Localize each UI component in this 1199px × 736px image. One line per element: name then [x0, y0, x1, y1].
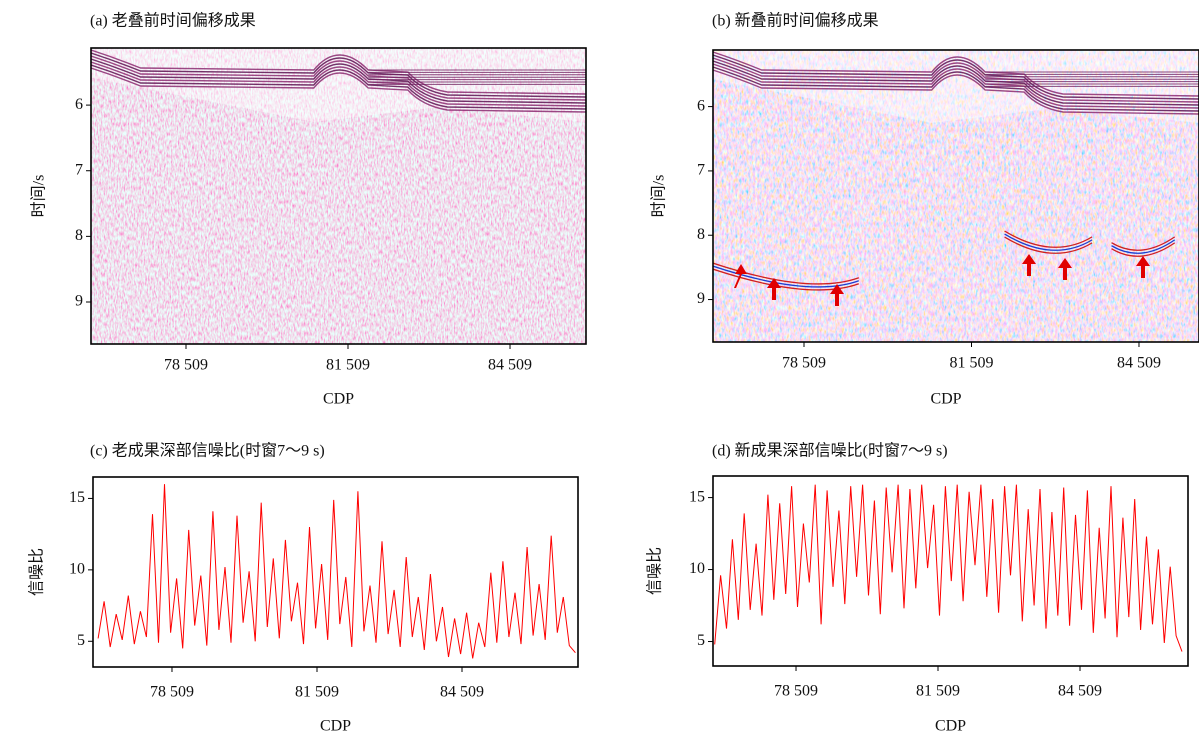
deep-reflector [713, 230, 1176, 285]
reflector [713, 66, 1199, 112]
reflector [91, 52, 586, 98]
reflector [91, 55, 586, 101]
seismic-texture [713, 50, 1199, 342]
y-axis-label: 时间/s [650, 175, 668, 218]
snr-line [714, 484, 1183, 652]
reflector [713, 69, 1199, 115]
reflector [91, 67, 586, 113]
x-tick-label: 78 509 [150, 684, 194, 701]
seismic-section [91, 48, 586, 344]
x-tick-label: 84 509 [440, 684, 484, 701]
x-tick-label: 78 509 [774, 683, 818, 700]
x-tick-label: 78 509 [164, 357, 208, 374]
reflector [713, 63, 1199, 109]
seismic-texture [91, 48, 586, 344]
y-tick-label: 10 [69, 561, 85, 578]
plot-frame [92, 476, 579, 668]
x-tick-label: 78 509 [782, 355, 826, 372]
reflector [91, 64, 586, 110]
x-tick-label: 81 509 [326, 357, 370, 374]
arrow [734, 264, 747, 288]
reflector [713, 60, 1199, 106]
y-axis-label: 时间/s [30, 175, 48, 218]
y-tick-label: 6 [697, 97, 705, 114]
deep-reflector [713, 236, 1176, 291]
reflector [91, 61, 586, 107]
reflector [713, 51, 1199, 97]
panel-title: (c) 老成果深部信噪比(时窗7～9 s) [90, 442, 325, 460]
x-axis-label: CDP [935, 718, 966, 735]
plot-frame [712, 49, 1199, 343]
plot-frame [90, 47, 587, 345]
panel-title: (d) 新成果深部信噪比(时窗7～9 s) [712, 442, 948, 460]
reflector [91, 49, 586, 95]
y-tick-label: 15 [689, 488, 705, 505]
x-tick-label: 84 509 [1058, 683, 1102, 700]
deep-reflector [713, 233, 1176, 288]
arrow [830, 284, 844, 306]
arrow [1136, 256, 1150, 278]
arrow [1058, 258, 1072, 280]
shallow-zone [91, 48, 586, 122]
y-tick-label: 10 [689, 560, 705, 577]
y-tick-label: 8 [697, 226, 705, 243]
x-axis-label: CDP [930, 391, 961, 408]
y-tick-label: 6 [75, 96, 83, 113]
x-tick-label: 84 509 [488, 357, 532, 374]
x-tick-label: 81 509 [295, 684, 339, 701]
x-tick-label: 81 509 [949, 355, 993, 372]
plot-frame [712, 475, 1189, 667]
y-tick-label: 15 [69, 489, 85, 506]
panel-title: (b) 新叠前时间偏移成果 [712, 12, 879, 30]
reflector [713, 57, 1199, 103]
arrow [1022, 254, 1036, 276]
x-tick-label: 84 509 [1117, 355, 1161, 372]
x-axis-label: CDP [323, 391, 354, 408]
reflector [713, 54, 1199, 100]
reflector [91, 58, 586, 104]
x-axis-label: CDP [320, 718, 351, 735]
y-tick-label: 9 [75, 293, 83, 310]
seismic-section [713, 50, 1199, 342]
arrow [767, 278, 781, 300]
y-tick-label: 5 [77, 632, 85, 649]
y-tick-label: 5 [697, 632, 705, 649]
y-axis-label: 信噪比 [28, 548, 46, 596]
x-tick-label: 81 509 [916, 683, 960, 700]
snr-line [97, 484, 576, 659]
annotation-arrows [734, 254, 1150, 306]
panel-title: (a) 老叠前时间偏移成果 [90, 12, 256, 30]
y-tick-label: 7 [697, 162, 705, 179]
y-tick-label: 7 [75, 161, 83, 178]
y-axis-label: 信噪比 [646, 547, 664, 595]
y-tick-label: 8 [75, 227, 83, 244]
shallow-zone [713, 50, 1199, 123]
y-tick-label: 9 [697, 290, 705, 307]
